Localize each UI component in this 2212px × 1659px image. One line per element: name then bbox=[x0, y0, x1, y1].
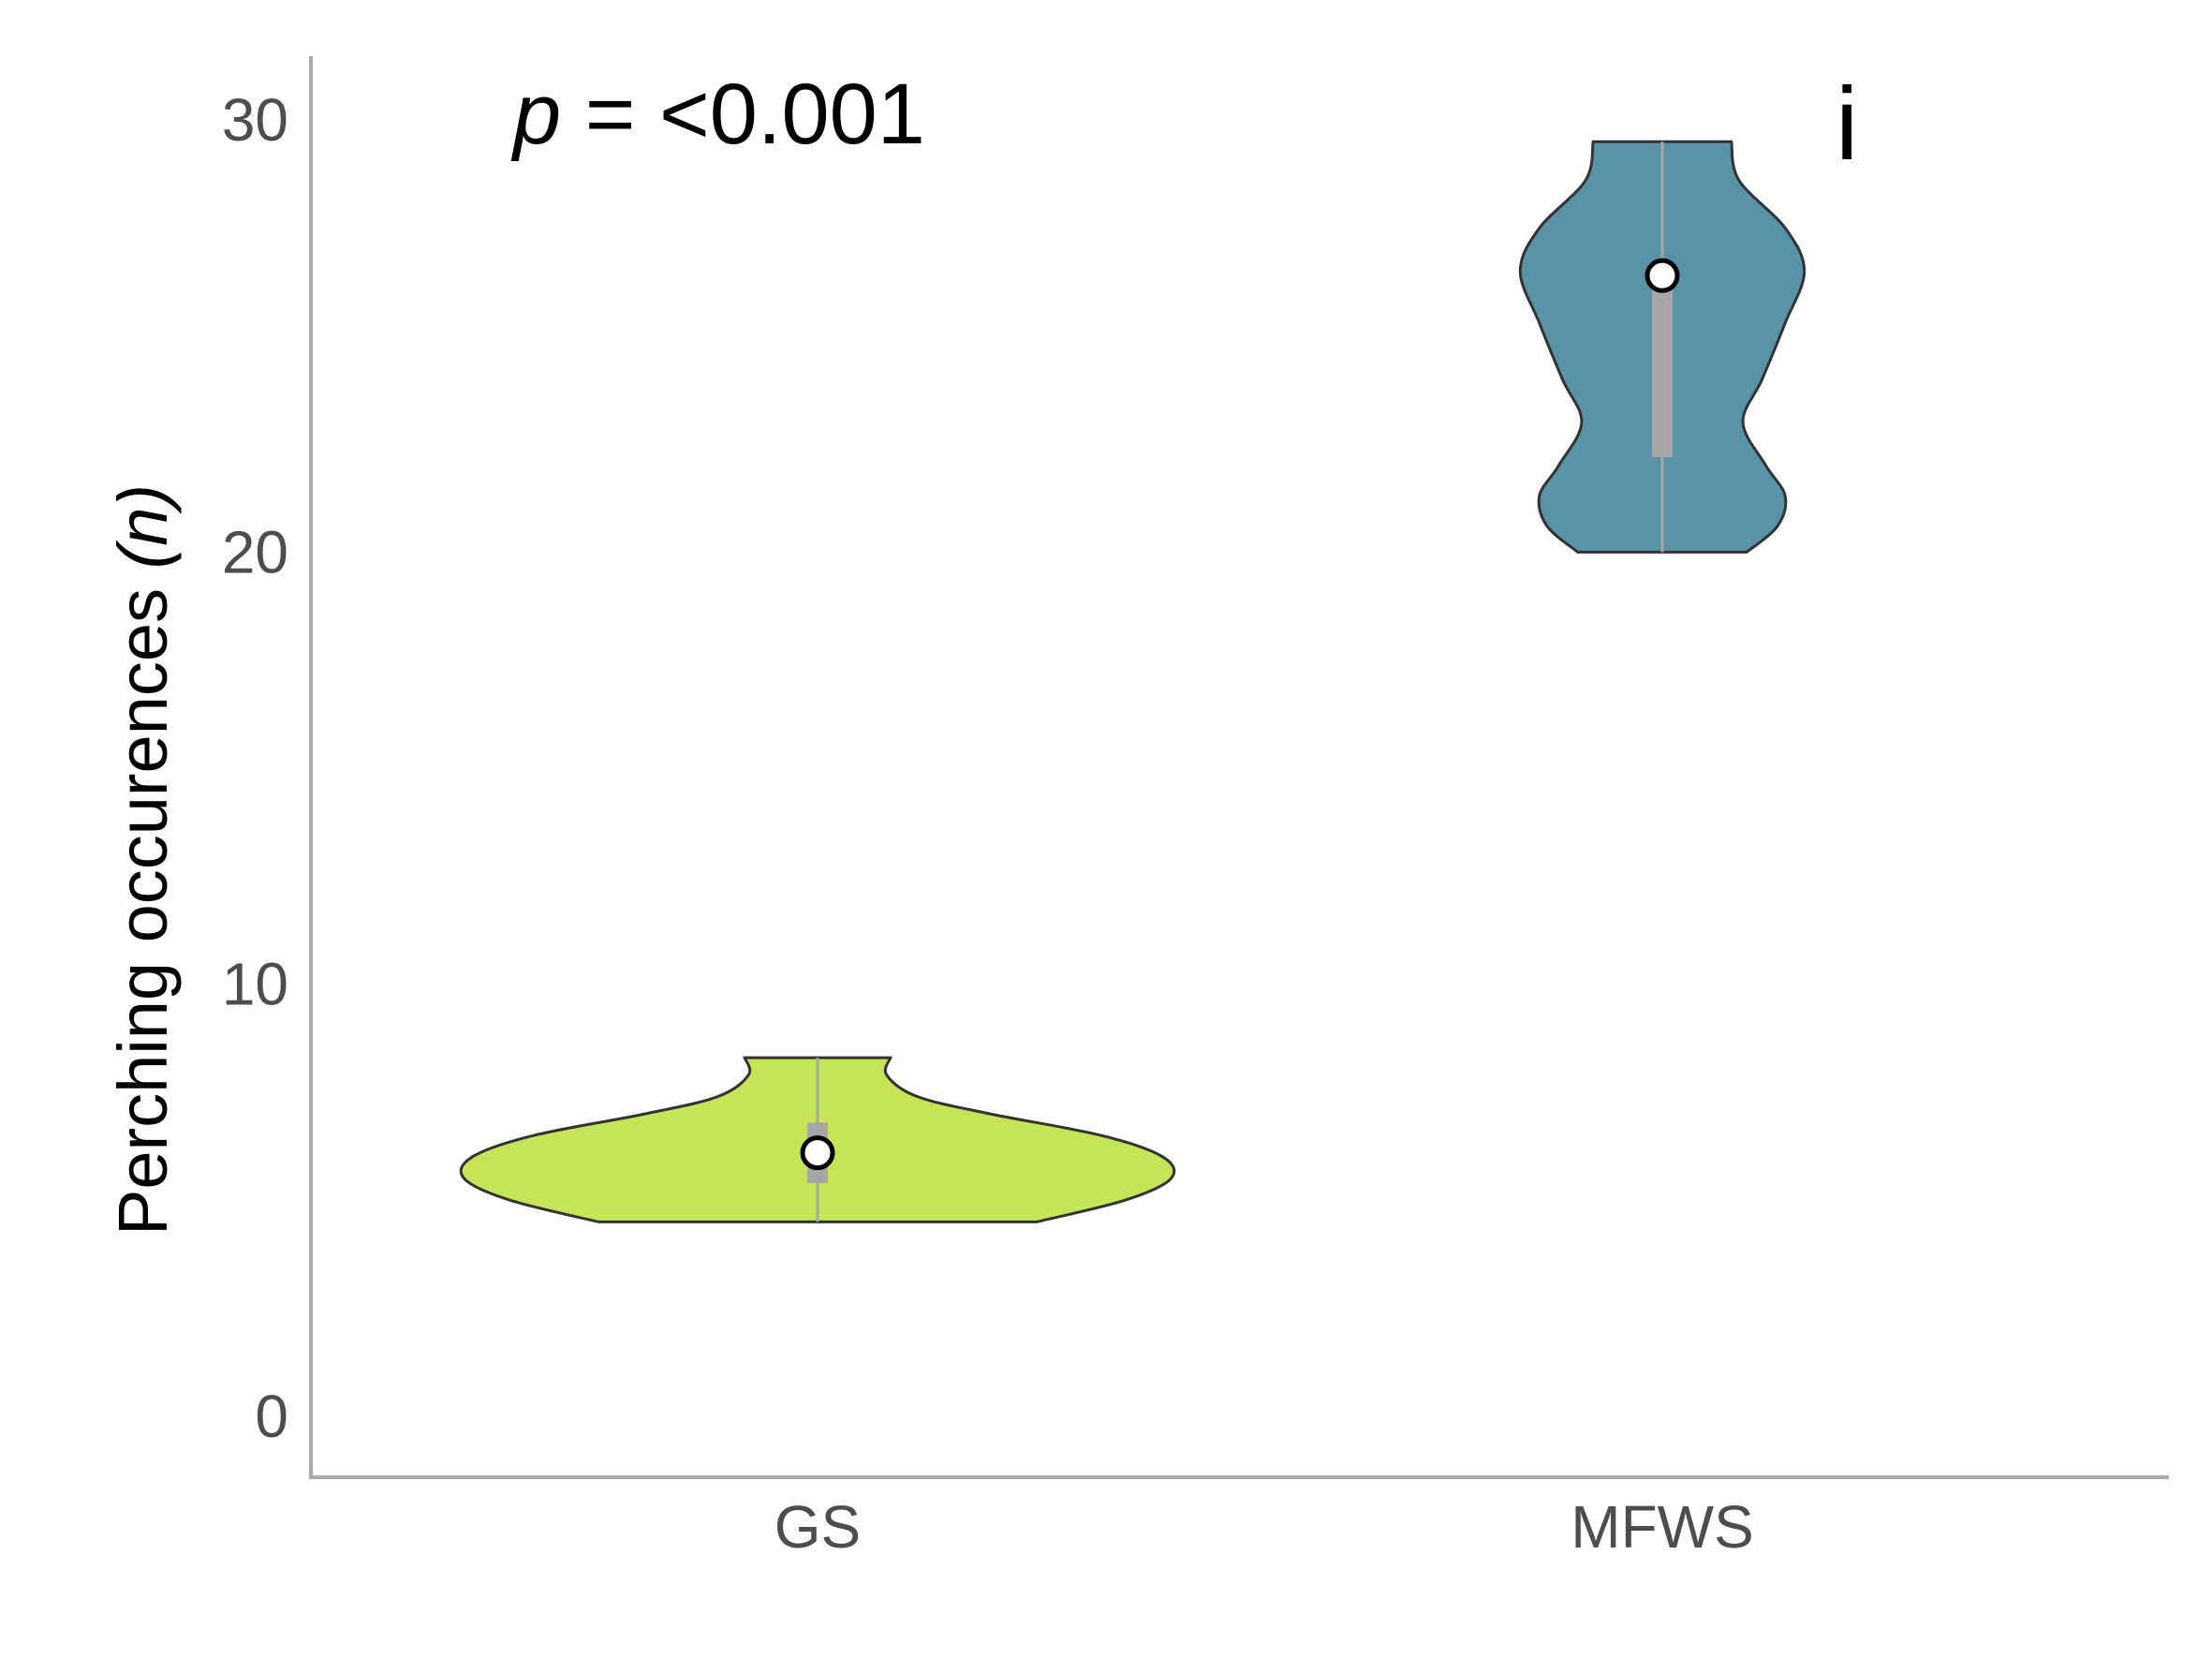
violin-gs bbox=[459, 1056, 1176, 1223]
violin-mfws bbox=[1518, 140, 1806, 554]
y-tick-labels: 0 10 20 30 bbox=[222, 86, 288, 1450]
p-value-annotation: p = <0.001 bbox=[510, 67, 925, 162]
y-tick-label-30: 30 bbox=[222, 86, 288, 154]
panel-label: i bbox=[1836, 67, 1858, 182]
x-tick-label-mfws: MFWS bbox=[1571, 1493, 1754, 1561]
violins-layer bbox=[459, 140, 1806, 1223]
y-axis-title-text: Perching occurences bbox=[104, 569, 182, 1236]
iqr-box-mfws bbox=[1652, 271, 1673, 457]
y-axis-title: Perching occurences (n) bbox=[104, 484, 182, 1236]
y-tick-label-10: 10 bbox=[222, 951, 288, 1018]
y-axis-title-italic: (n) bbox=[104, 484, 182, 569]
x-tick-labels: GS MFWS bbox=[774, 1493, 1754, 1561]
p-value: = <0.001 bbox=[561, 67, 925, 162]
p-symbol: p bbox=[510, 67, 561, 162]
y-tick-label-20: 20 bbox=[222, 518, 288, 585]
median-point-gs bbox=[800, 1135, 835, 1171]
median-point-mfws bbox=[1644, 258, 1680, 293]
y-tick-label-0: 0 bbox=[255, 1383, 288, 1450]
x-tick-label-gs: GS bbox=[774, 1493, 861, 1561]
